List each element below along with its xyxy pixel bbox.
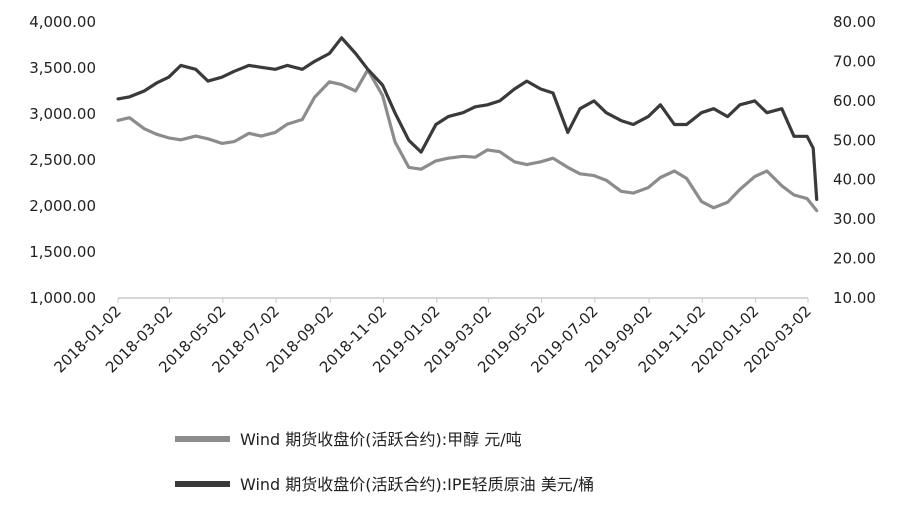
series-layer bbox=[116, 36, 819, 213]
y-right-tick-label: 30.00 bbox=[833, 210, 876, 228]
y-axis-left: 1,000.00 1,500.00 2,000.00 2,500.00 3,000.00… bbox=[29, 13, 96, 307]
y-right-tick-label: 40.00 bbox=[833, 171, 876, 189]
legend-label-crude-oil: Wind 期货收盘价(活跃合约):IPE轻质原油 美元/桶 bbox=[240, 475, 594, 494]
y-right-tick-label: 60.00 bbox=[833, 92, 876, 110]
y-left-tick-label: 3,500.00 bbox=[29, 59, 96, 77]
y-left-tick-label: 1,500.00 bbox=[29, 243, 96, 261]
legend-item-crude-oil: Wind 期货收盘价(活跃合约):IPE轻质原油 美元/桶 bbox=[175, 475, 594, 494]
x-axis: 2018-01-022018-03-022018-05-022018-07-02… bbox=[50, 297, 815, 376]
y-right-tick-label: 50.00 bbox=[833, 131, 876, 149]
y-left-tick-label: 4,000.00 bbox=[29, 13, 96, 31]
y-right-tick-label: 80.00 bbox=[833, 13, 876, 31]
legend-label-methanol: Wind 期货收盘价(活跃合约):甲醇 元/吨 bbox=[240, 430, 522, 449]
y-left-tick-label: 2,000.00 bbox=[29, 197, 96, 215]
y-left-tick-label: 1,000.00 bbox=[29, 289, 96, 307]
y-right-tick-label: 70.00 bbox=[833, 52, 876, 70]
legend: Wind 期货收盘价(活跃合约):甲醇 元/吨 Wind 期货收盘价(活跃合约)… bbox=[175, 430, 594, 494]
y-axis-right: 10.00 20.00 30.00 40.00 50.00 60.00 70.00 80.00 bbox=[833, 13, 876, 307]
series-line-crude-oil bbox=[116, 36, 819, 201]
y-left-tick-label: 3,000.00 bbox=[29, 105, 96, 123]
legend-item-methanol: Wind 期货收盘价(活跃合约):甲醇 元/吨 bbox=[175, 430, 522, 449]
y-right-tick-label: 10.00 bbox=[833, 289, 876, 307]
series-line-methanol bbox=[116, 68, 819, 213]
y-left-tick-label: 2,500.00 bbox=[29, 151, 96, 169]
y-right-tick-label: 20.00 bbox=[833, 250, 876, 268]
